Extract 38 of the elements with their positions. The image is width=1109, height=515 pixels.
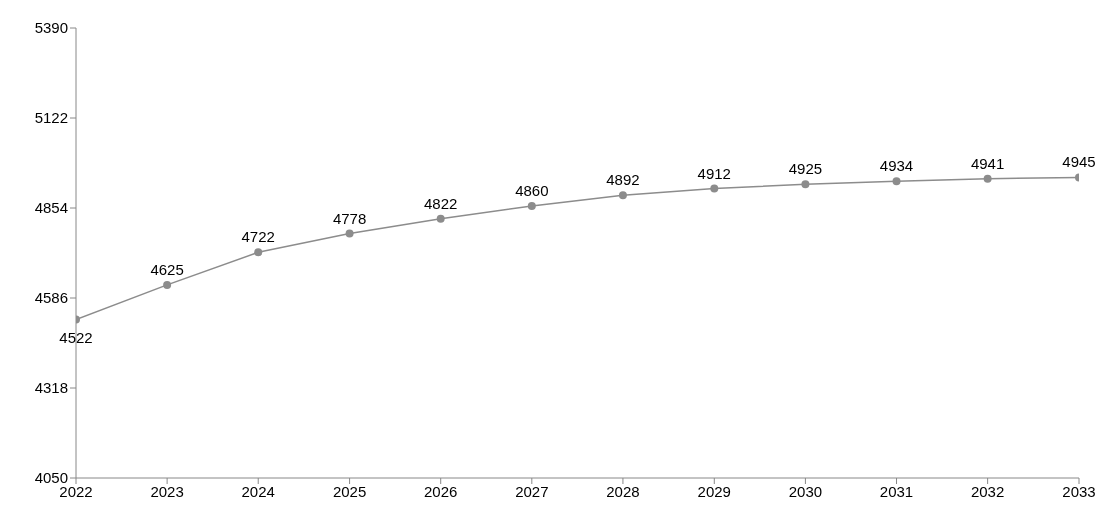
data-label: 4860: [515, 181, 549, 199]
x-tick-label: 2030: [788, 482, 823, 500]
data-label: 4941: [970, 154, 1005, 172]
y-tick-label: 4586: [34, 289, 68, 307]
data-label: 4625: [150, 260, 184, 278]
x-tick-label: 2026: [424, 482, 458, 500]
data-label: 4722: [241, 228, 275, 246]
point: [163, 280, 172, 289]
point: [436, 214, 445, 223]
point: [983, 174, 992, 183]
data-label: 4522: [59, 329, 93, 347]
data-label: 4822: [424, 194, 458, 212]
y-tick-label: 4854: [34, 199, 68, 217]
x-tick-label: 2032: [970, 482, 1005, 500]
x-tick-label: 2028: [606, 482, 640, 500]
data-label: 4912: [697, 164, 731, 182]
y-tick-label: 4318: [34, 379, 68, 397]
point: [710, 184, 719, 193]
x-tick-label: 2024: [241, 482, 275, 500]
y-tick-label: 5390: [34, 19, 68, 37]
data-label: 4945: [1062, 153, 1096, 171]
point: [345, 229, 354, 238]
point: [892, 177, 901, 186]
x-tick-label: 2025: [332, 482, 367, 500]
x-tick-label: 2029: [697, 482, 731, 500]
y-tick-label: 5122: [34, 109, 68, 127]
data-label: 4925: [788, 160, 823, 178]
data-label: 4934: [879, 157, 914, 175]
x-tick-label: 2027: [515, 482, 549, 500]
x-tick-label: 2033: [1062, 482, 1096, 500]
point: [254, 248, 263, 257]
data-label: 4892: [606, 171, 640, 189]
data-label: 4778: [332, 209, 367, 227]
point: [618, 191, 627, 200]
x-tick-label: 2023: [150, 482, 184, 500]
point: [801, 180, 810, 189]
point: [527, 201, 536, 210]
x-tick-label: 2031: [879, 482, 914, 500]
